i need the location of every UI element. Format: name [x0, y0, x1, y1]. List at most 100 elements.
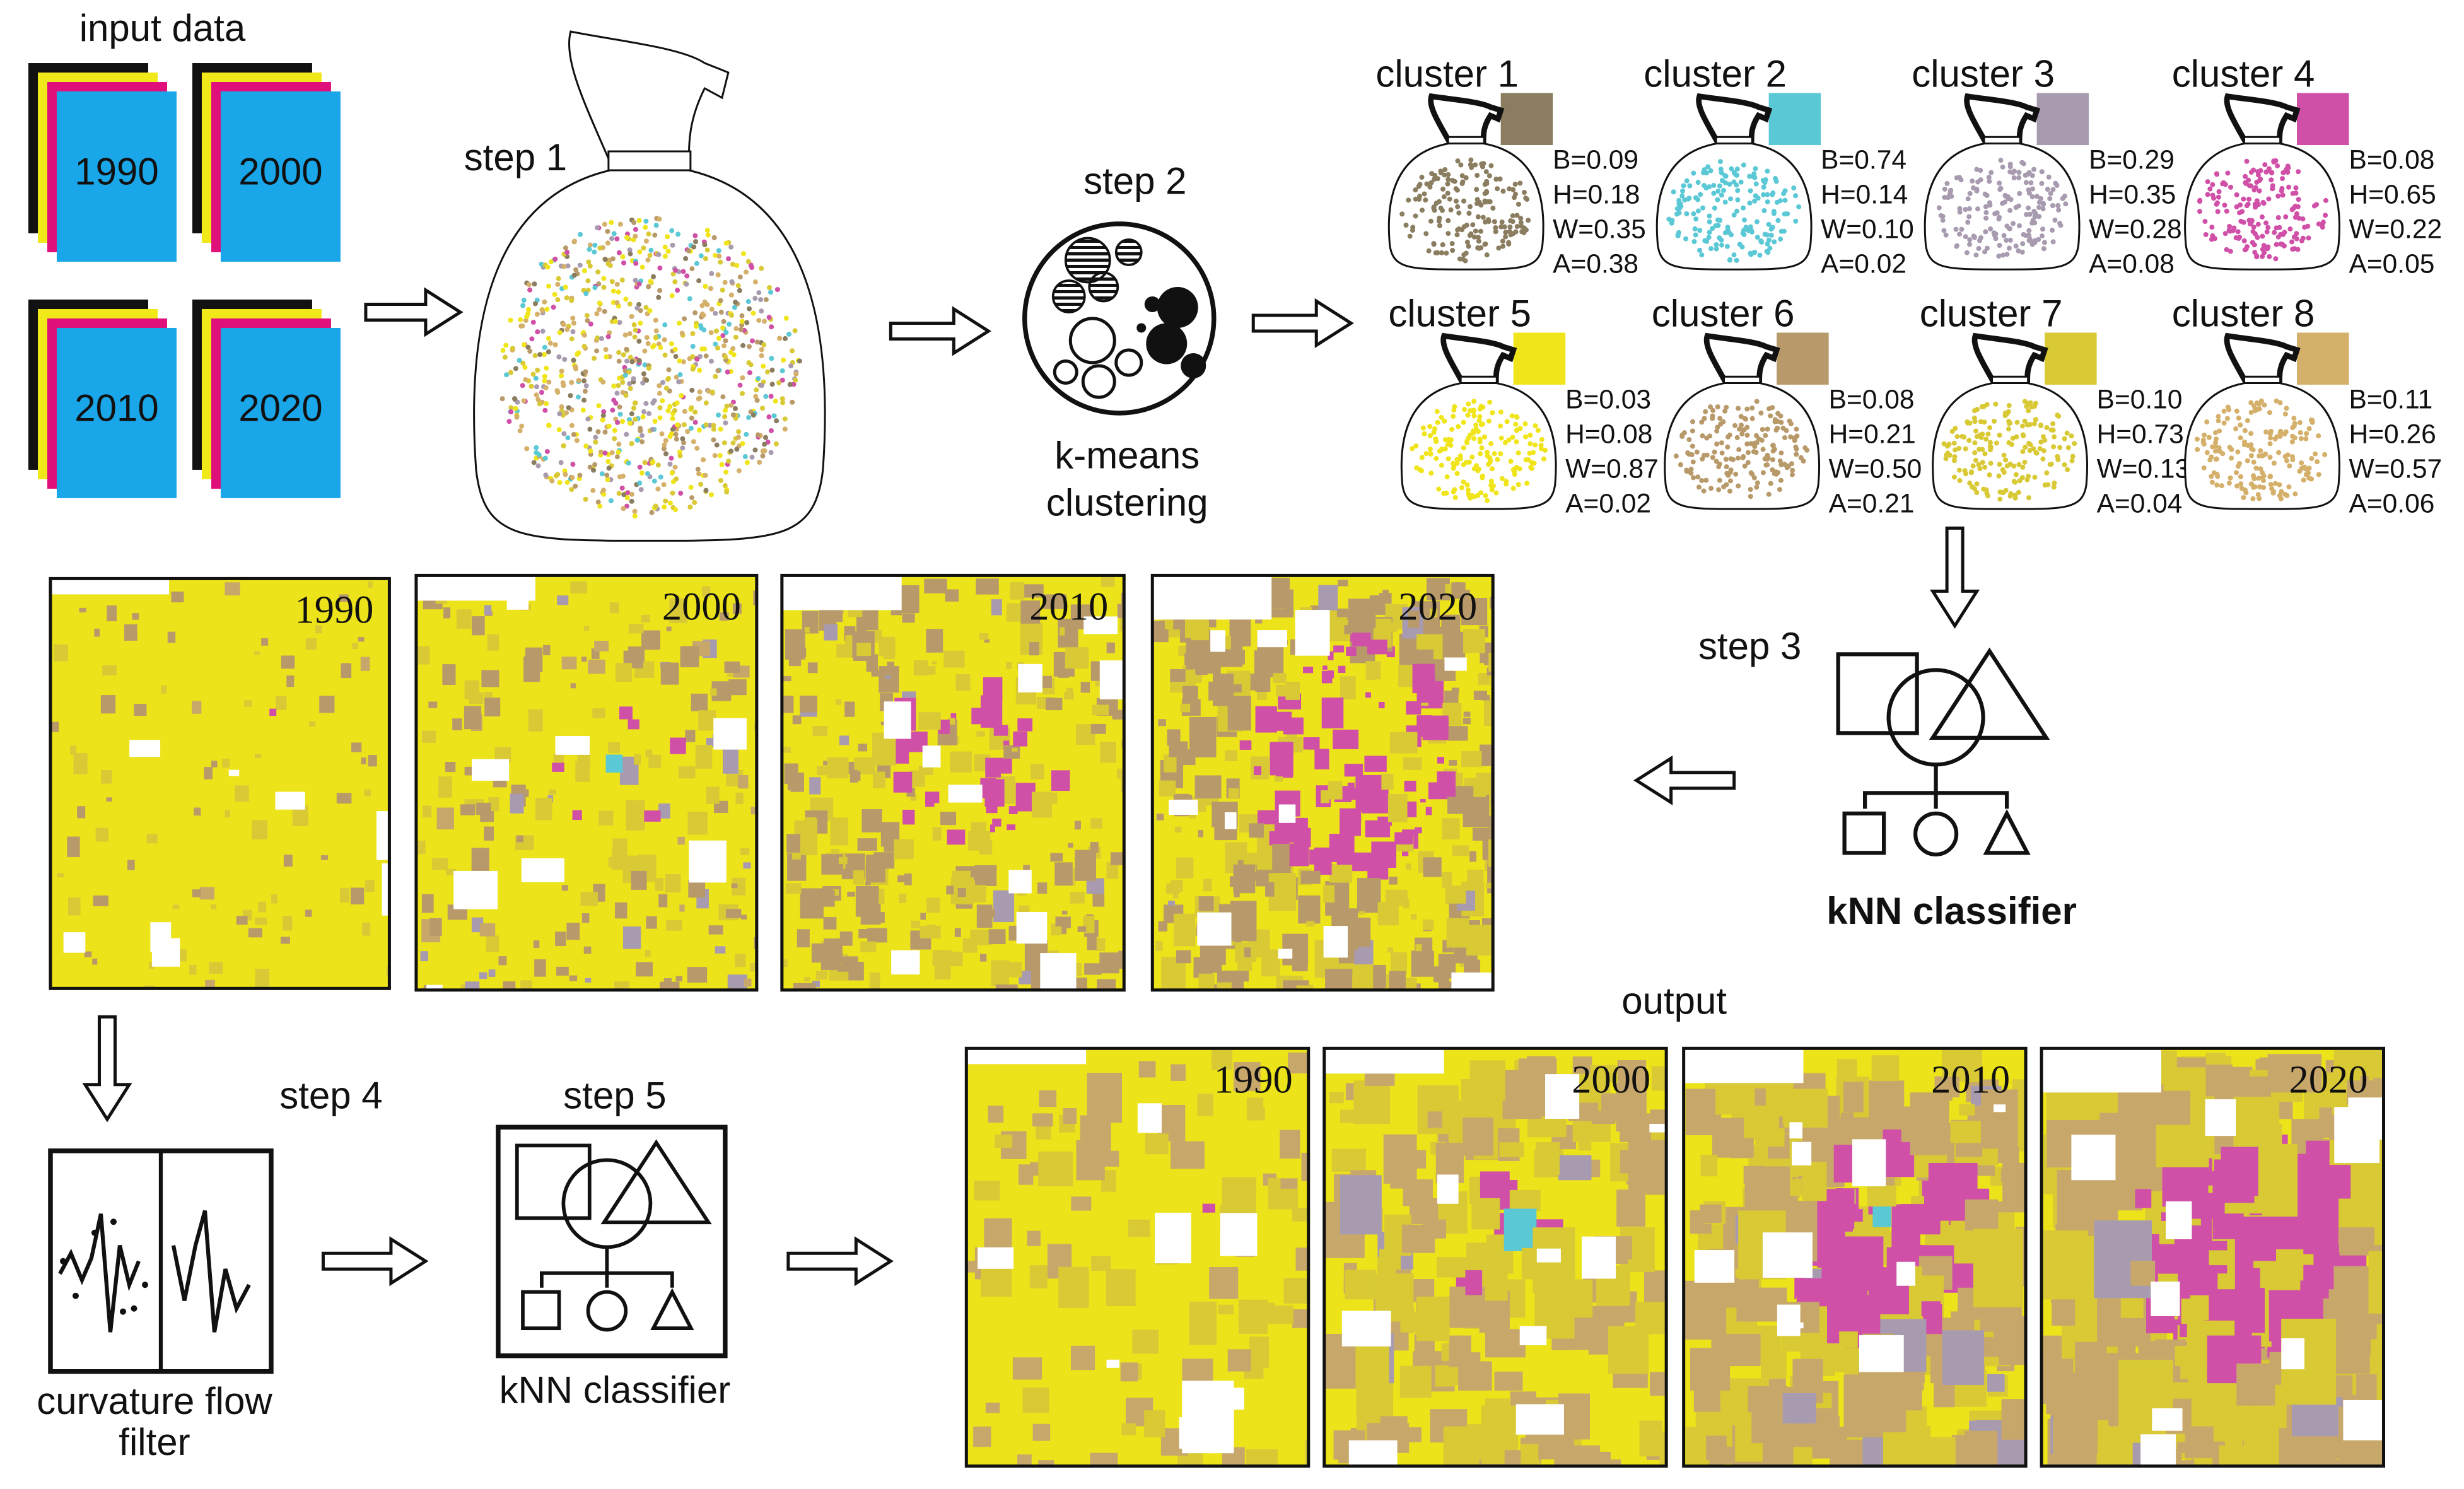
bag-dot: [1770, 457, 1775, 463]
bag-dot: [1694, 449, 1700, 455]
map-patch: [1840, 1236, 1884, 1291]
bag-dot: [499, 396, 505, 402]
bag-dot: [2231, 225, 2237, 231]
bag-dot: [553, 473, 559, 479]
map-patch: [106, 797, 112, 802]
map-patch: [225, 809, 231, 818]
map-patch: [543, 645, 551, 656]
map-patch: [1466, 925, 1493, 956]
map-patch: [2176, 1171, 2197, 1194]
bag-dot: [670, 416, 675, 421]
bag-dot: [1992, 211, 1998, 216]
bag-dot: [681, 422, 687, 428]
bag-dot: [1760, 427, 1765, 433]
bag-dot: [1731, 170, 1737, 175]
cluster-stat: B=0.03: [1565, 385, 1651, 414]
map-patch: [92, 958, 98, 965]
bag-dot: [1728, 467, 1734, 473]
bag-dot: [525, 344, 531, 350]
bag-dot: [2204, 419, 2210, 425]
bag-dot: [1423, 197, 1428, 203]
bag-dot: [711, 235, 717, 240]
bag-dot: [1451, 463, 1457, 469]
bag-dot: [549, 478, 555, 484]
bag-dot: [2268, 474, 2274, 479]
map-patch: [966, 885, 986, 902]
bag-dot: [1941, 228, 1947, 233]
bag-dot: [526, 307, 532, 312]
map-patch: [1022, 584, 1044, 598]
bag-dot: [1976, 462, 1982, 467]
bag-dot: [2026, 228, 2032, 233]
bag-dot: [699, 303, 705, 308]
bag-dot: [1737, 242, 1743, 247]
map-patch: [911, 920, 920, 928]
bag-dot: [686, 248, 692, 254]
bag-dot: [1741, 228, 1747, 233]
bag-dot: [1461, 479, 1466, 485]
map-patch: [368, 581, 373, 588]
map-patch: [1440, 1367, 1459, 1386]
bag-dot: [653, 503, 658, 509]
map-patch: [1012, 748, 1018, 752]
bag-dot: [652, 232, 658, 238]
cluster-stat: B=0.10: [2097, 385, 2183, 414]
map-patch: [2373, 1078, 2384, 1100]
bag-dot: [1510, 213, 1515, 219]
bag-dot: [2001, 452, 2007, 458]
map-patch: [1055, 916, 1071, 928]
bag-dot: [2244, 158, 2250, 164]
bag-dot: [1527, 441, 1533, 447]
bag-dot: [790, 399, 795, 405]
bag-dot: [2036, 214, 2042, 219]
cluster-stat: A=0.05: [2349, 249, 2435, 279]
map-patch: [1367, 639, 1387, 655]
bag-dot: [1722, 199, 1728, 205]
bag-dot: [519, 423, 525, 429]
bag-dot: [633, 416, 638, 422]
bag-knot: [1716, 137, 1752, 143]
bag-dot: [752, 296, 758, 301]
bag-dot: [793, 371, 799, 377]
map-gap: [150, 922, 172, 952]
bag-dot: [1793, 444, 1799, 450]
map-patch: [894, 839, 914, 860]
bag-dot: [529, 336, 535, 342]
input-year: 1990: [74, 150, 158, 192]
cluster-stat: W=0.13: [2097, 454, 2190, 484]
bag-dot: [2282, 431, 2287, 437]
map-gap: [416, 575, 535, 601]
bag-dot: [766, 315, 772, 320]
bag-dot: [1963, 234, 1968, 240]
bag-dot: [1434, 409, 1440, 414]
bag-dot: [2004, 252, 2010, 257]
bag-dot: [1983, 229, 1988, 235]
map-patch: [1843, 1082, 1864, 1112]
bag-dot: [1982, 451, 1988, 457]
map-patch: [1198, 973, 1215, 990]
bag-dot: [703, 472, 708, 478]
bag-dot: [1454, 470, 1460, 476]
bag-dot: [595, 335, 600, 341]
map-patch: [439, 788, 447, 797]
bag-dot: [555, 389, 561, 395]
map-patch: [2149, 1090, 2191, 1125]
bag-dot: [611, 383, 617, 389]
map-patch: [932, 827, 942, 841]
bag-dot: [1427, 184, 1433, 190]
bag-dot: [1788, 421, 1794, 426]
bag-dot: [2209, 479, 2215, 485]
bag-dot: [1973, 428, 1979, 434]
bag-dot: [1486, 219, 1492, 225]
bag-dot: [602, 450, 608, 456]
bag-dot: [540, 308, 546, 313]
bag-dot: [769, 367, 775, 373]
bag-dot: [2257, 484, 2263, 489]
bag-dot: [624, 235, 629, 240]
map-patch: [1490, 767, 1493, 807]
bag-dot: [508, 317, 513, 323]
bag-dot: [680, 436, 686, 441]
bag-dot: [1445, 456, 1451, 462]
bag-dot: [1471, 234, 1477, 240]
map-gap: [891, 950, 920, 975]
